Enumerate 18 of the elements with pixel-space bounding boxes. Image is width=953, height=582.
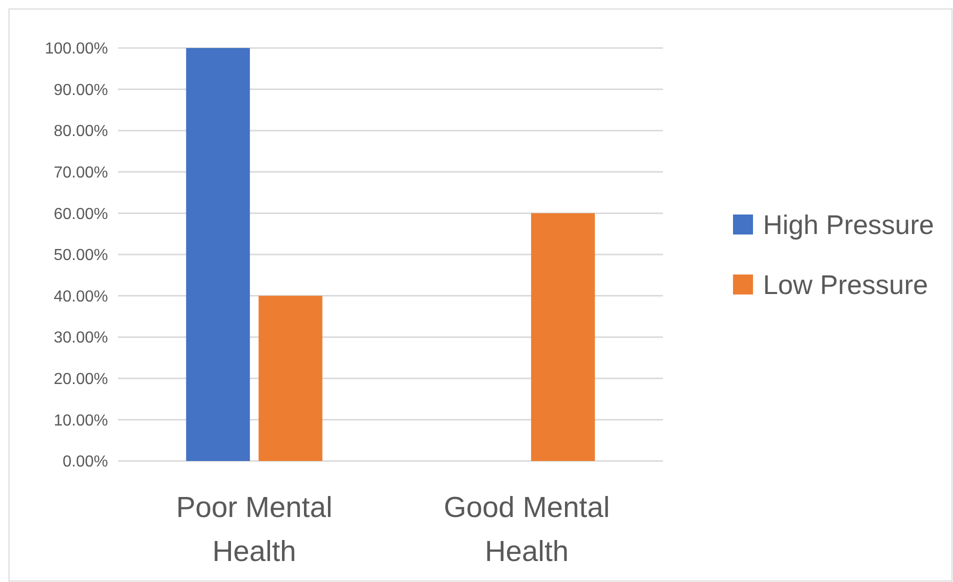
y-tick-label: 90.00%	[54, 82, 108, 99]
y-tick-label: 80.00%	[54, 123, 108, 140]
y-tick-label: 100.00%	[44, 40, 108, 58]
bar	[186, 48, 250, 461]
x-tick-label: Good Mental Health	[444, 492, 610, 568]
y-tick-label: 10.00%	[54, 412, 108, 430]
bar	[531, 213, 595, 461]
y-tick-label: 50.00%	[54, 247, 108, 264]
legend-label: High Pressure	[763, 210, 934, 240]
y-tick-label: 40.00%	[54, 288, 108, 306]
y-tick-label: 30.00%	[54, 330, 108, 347]
bar	[258, 296, 322, 461]
x-tick-label: Poor Mental Health	[176, 492, 332, 568]
y-tick-label: 20.00%	[54, 371, 108, 388]
legend-label: Low Pressure	[763, 270, 928, 300]
y-tick-label: 60.00%	[54, 206, 108, 223]
y-tick-label: 0.00%	[62, 454, 108, 471]
y-tick-label: 70.00%	[54, 164, 108, 182]
